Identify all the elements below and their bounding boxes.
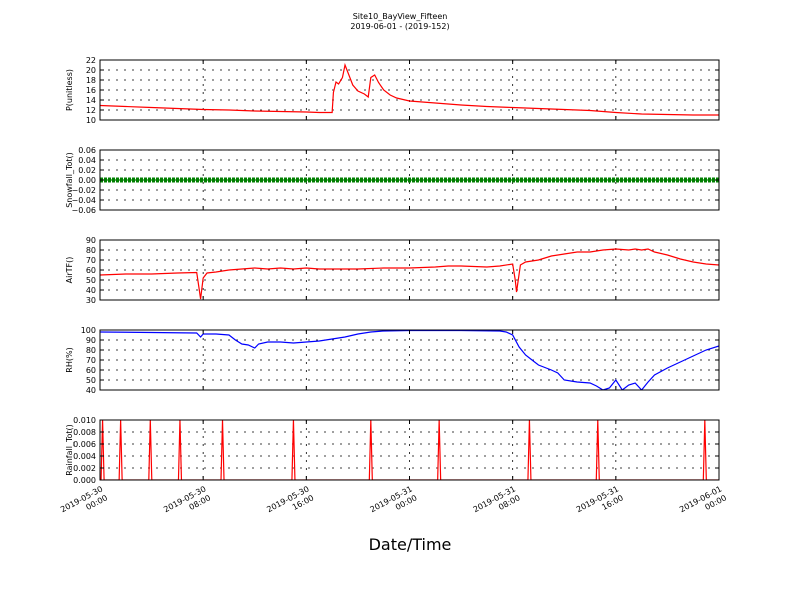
subplot-5: 0.010 0.008 0.006 0.004 0.002 0.000Rainfall_T… [65, 416, 720, 485]
y-tick-label: 60 [86, 366, 96, 375]
y-tick-label: 0.006 [73, 440, 96, 449]
y-axis-label: Snowfall_Tot() [65, 152, 74, 208]
y-tick-label: 16 [86, 86, 96, 95]
y-tick-label: 100 [81, 326, 96, 335]
y-tick-label: 90 [86, 336, 96, 345]
y-tick-label: 0.002 [73, 464, 96, 473]
y-axis-label: Rainfall_Tot() [65, 424, 74, 476]
y-tick-label: 40 [86, 286, 96, 295]
y-axis-label: P(unitless) [65, 69, 74, 111]
y-tick-label: 22 [86, 56, 96, 65]
y-tick-label: 40 [86, 386, 96, 395]
y-tick-label: 80 [86, 246, 96, 255]
series-line [100, 420, 719, 480]
y-tick-label: 12 [86, 106, 96, 115]
y-tick-label: 10 [86, 116, 96, 125]
y-tick-label: 80 [86, 346, 96, 355]
y-tick-label: 0.06 [78, 146, 96, 155]
x-axis-label: Date/Time [369, 535, 452, 554]
y-tick-label: 70 [86, 256, 96, 265]
series-line [100, 62, 719, 116]
series-line [100, 248, 719, 300]
y-tick-label: 70 [86, 356, 96, 365]
y-tick-label: 50 [86, 276, 96, 285]
y-tick-label: 18 [86, 76, 96, 85]
y-tick-label: 90 [86, 236, 96, 245]
y-tick-label: 0.000 [73, 476, 96, 485]
chart-subtitle: 2019-06-01 - (2019-152) [350, 22, 449, 31]
y-tick-label: −0.04 [71, 196, 96, 205]
y-axis-label: AirTF() [65, 257, 74, 284]
subplot-stack: 22201816141210P(unitless)0.060.040.020.0… [65, 56, 720, 485]
y-tick-label: 0.010 [73, 416, 96, 425]
y-tick-label: 60 [86, 266, 96, 275]
y-tick-label: −0.02 [71, 186, 96, 195]
y-tick-label: 0.04 [78, 156, 96, 165]
y-tick-label: 20 [86, 66, 96, 75]
series-line [100, 330, 719, 390]
chart-title: Site10_BayView_Fifteen [353, 12, 448, 21]
y-tick-label: 50 [86, 376, 96, 385]
y-tick-label: 0.00 [78, 176, 96, 185]
y-tick-label: 0.02 [78, 166, 96, 175]
y-axis-label: RH(%) [65, 347, 74, 372]
y-tick-label: −0.06 [71, 206, 96, 215]
y-tick-label: 0.008 [73, 428, 96, 437]
subplot-2: 0.060.040.020.00−0.02−0.04−0.06Snowfall_… [65, 146, 720, 215]
y-tick-label: 14 [86, 96, 96, 105]
y-tick-label: 0.004 [73, 452, 96, 461]
y-tick-label: 30 [86, 296, 96, 305]
